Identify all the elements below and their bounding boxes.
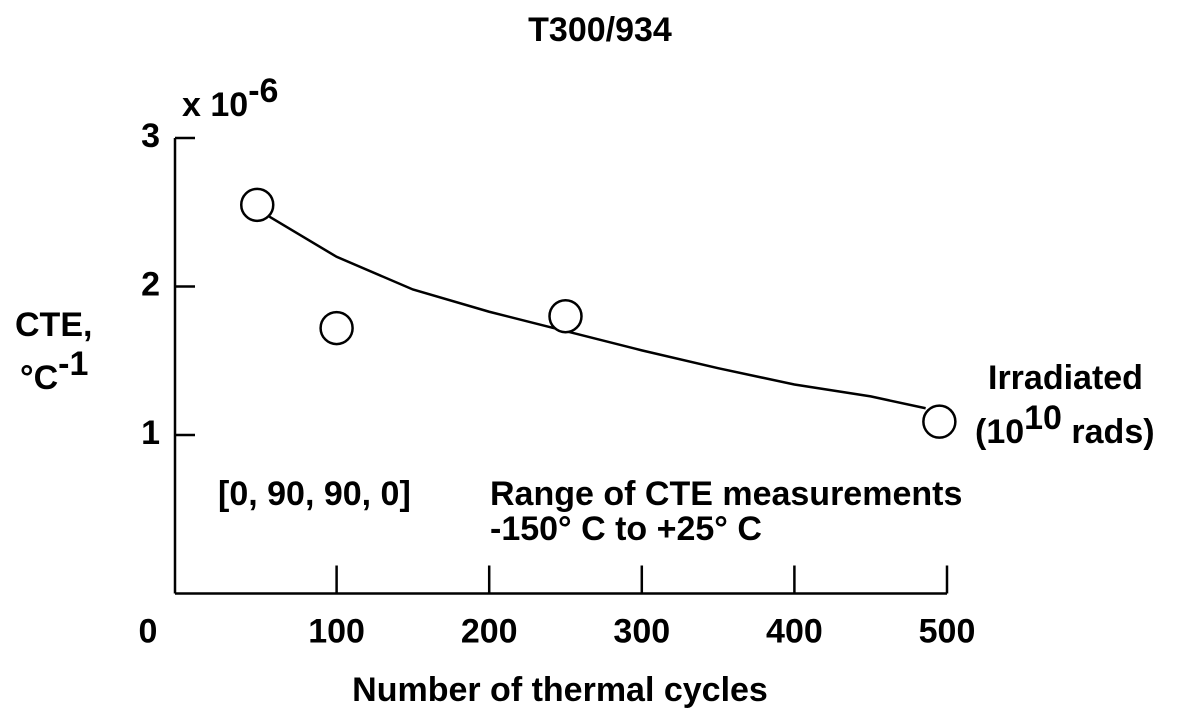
dose: rads) [1062, 413, 1155, 451]
x-axis-label: Number of thermal cycles [352, 671, 768, 709]
y-axis-unit: °C-1 [20, 345, 88, 397]
annotation: Irradiated [988, 359, 1143, 397]
data-point [239, 187, 275, 223]
scale-exp: -6 [248, 72, 278, 110]
y-axis-label: CTE, [15, 306, 92, 344]
data-point [922, 404, 957, 439]
annotation: -150° C to +25° C [490, 510, 762, 548]
dose-exp: 10 [1024, 399, 1062, 437]
y-tick-label: 3 [141, 117, 160, 155]
x-tick-label: 400 [766, 612, 823, 650]
x-tick-label: 0 [139, 612, 158, 650]
y-scale: x 10-6 [182, 72, 278, 124]
y-tick-label: 1 [141, 414, 160, 452]
data-point [319, 310, 354, 346]
fit-curve [268, 215, 926, 410]
unit: °C [20, 359, 58, 397]
x-tick-label: 300 [613, 612, 670, 650]
x-tick-label: 200 [461, 612, 518, 650]
y-tick-label: 2 [141, 265, 160, 303]
dose: (10 [975, 413, 1024, 451]
chart-title: T300/934 [528, 11, 672, 49]
annotation: Range of CTE measurements [490, 475, 962, 513]
unit-exp: -1 [58, 345, 88, 383]
scale-prefix: x 10 [182, 86, 248, 124]
annotation: (1010 rads) [975, 399, 1155, 451]
data-point [548, 298, 583, 334]
annotation: [0, 90, 90, 0] [218, 475, 411, 513]
x-tick-label: 500 [919, 612, 976, 650]
x-tick-label: 100 [308, 612, 365, 650]
